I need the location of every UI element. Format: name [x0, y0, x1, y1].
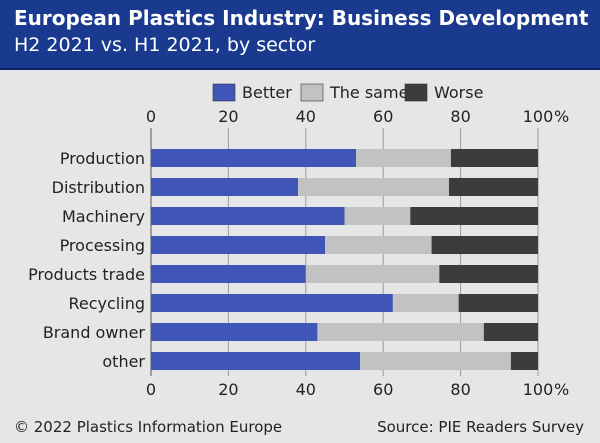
bar-better — [151, 207, 345, 225]
bar-same — [356, 149, 451, 167]
bar-better — [151, 265, 306, 283]
bar-same — [305, 265, 440, 283]
category-label: Distribution — [52, 178, 145, 197]
x-tick-label-bottom: 20 — [218, 380, 238, 399]
legend-label-same: The same — [329, 83, 408, 102]
bar-same — [325, 236, 432, 254]
bar-same — [317, 323, 484, 341]
category-label: Recycling — [69, 294, 146, 313]
bar-better — [151, 294, 393, 312]
legend-label-worse: Worse — [434, 83, 483, 102]
x-tick-label-top: 40 — [296, 107, 316, 126]
x-tick-label-bottom: 100 — [523, 380, 554, 399]
bar-worse — [458, 294, 538, 312]
x-tick-label-bottom: 40 — [296, 380, 316, 399]
bar-worse — [510, 352, 538, 370]
chart-subtitle: H2 2021 vs. H1 2021, by sector — [14, 34, 316, 56]
bar-better — [151, 178, 299, 196]
legend-label-better: Better — [242, 83, 292, 102]
bar-same — [298, 178, 449, 196]
bar-better — [151, 149, 357, 167]
bar-worse — [448, 178, 538, 196]
category-label: Machinery — [62, 207, 145, 226]
source-text: Source: PIE Readers Survey — [377, 418, 584, 436]
bar-worse — [439, 265, 538, 283]
category-label: Production — [60, 149, 145, 168]
x-tick-label-bottom: 60 — [373, 380, 393, 399]
bar-worse — [410, 207, 538, 225]
bar-better — [151, 323, 318, 341]
chart-title: European Plastics Industry: Business Dev… — [14, 6, 589, 30]
bar-worse — [450, 149, 538, 167]
x-tick-label-bottom: 0 — [146, 380, 156, 399]
bar-same — [392, 294, 459, 312]
x-tick-label-top: 0 — [146, 107, 156, 126]
legend-swatch-same — [300, 83, 324, 102]
x-tick-label-top: 100 — [523, 107, 554, 126]
category-label: Products trade — [28, 265, 145, 284]
x-tick-label-top: 80 — [450, 107, 470, 126]
bar-better — [151, 236, 326, 254]
bar-same — [359, 352, 511, 370]
copyright-text: © 2022 Plastics Information Europe — [14, 418, 283, 436]
x-unit-label-bottom: % — [554, 380, 569, 399]
x-tick-label-top: 60 — [373, 107, 393, 126]
stacked-bar-chart: 0 0 20 20 40 40 60 60 80 80 100 100%% Better The same… — [28, 83, 569, 399]
legend-swatch-worse — [404, 83, 428, 102]
bar-worse — [431, 236, 538, 254]
header-banner: European Plastics Industry: Business Dev… — [0, 0, 600, 70]
bar-worse — [483, 323, 538, 341]
x-tick-label-top: 20 — [218, 107, 238, 126]
x-unit-label-top: % — [554, 107, 569, 126]
x-tick-label-bottom: 80 — [450, 380, 470, 399]
category-label: Processing — [60, 236, 145, 255]
legend-swatch-better — [212, 83, 236, 102]
category-label: other — [102, 352, 145, 371]
bar-same — [344, 207, 411, 225]
chart-area: 0 0 20 20 40 40 60 60 80 80 100 100%% Better The same… — [0, 70, 600, 443]
category-label: Brand owner — [43, 323, 146, 342]
bar-better — [151, 352, 360, 370]
